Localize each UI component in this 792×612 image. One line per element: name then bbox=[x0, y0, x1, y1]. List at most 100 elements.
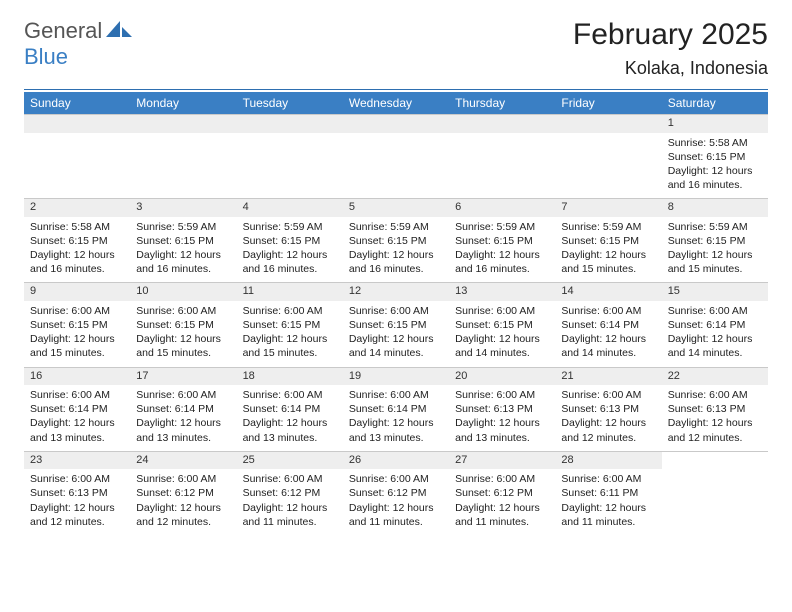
sunset-text: Sunset: 6:13 PM bbox=[561, 402, 655, 416]
day-info-cell: Sunrise: 6:00 AMSunset: 6:12 PMDaylight:… bbox=[343, 469, 449, 535]
day-number-cell: 1 bbox=[662, 115, 768, 133]
sunrise-text: Sunrise: 5:59 AM bbox=[668, 220, 762, 234]
day-info-cell: Sunrise: 6:00 AMSunset: 6:15 PMDaylight:… bbox=[24, 301, 130, 367]
day-number-cell: 21 bbox=[555, 367, 661, 385]
sunset-text: Sunset: 6:15 PM bbox=[243, 234, 337, 248]
sunset-text: Sunset: 6:14 PM bbox=[561, 318, 655, 332]
day-info-cell: Sunrise: 6:00 AMSunset: 6:14 PMDaylight:… bbox=[130, 385, 236, 451]
daylight-text: Daylight: 12 hours and 13 minutes. bbox=[243, 416, 337, 444]
sunrise-text: Sunrise: 5:59 AM bbox=[136, 220, 230, 234]
day-info-cell: Sunrise: 5:59 AMSunset: 6:15 PMDaylight:… bbox=[343, 217, 449, 283]
day-info-cell: Sunrise: 5:59 AMSunset: 6:15 PMDaylight:… bbox=[449, 217, 555, 283]
day-number-cell: 20 bbox=[449, 367, 555, 385]
sunset-text: Sunset: 6:12 PM bbox=[243, 486, 337, 500]
sunset-text: Sunset: 6:15 PM bbox=[349, 318, 443, 332]
daylight-text: Daylight: 12 hours and 14 minutes. bbox=[455, 332, 549, 360]
daynum-row: 1 bbox=[24, 115, 768, 133]
day-number-cell bbox=[24, 115, 130, 133]
day-number-cell: 14 bbox=[555, 283, 661, 301]
day-number-cell: 16 bbox=[24, 367, 130, 385]
day-info-cell bbox=[662, 469, 768, 535]
sunrise-text: Sunrise: 5:59 AM bbox=[455, 220, 549, 234]
daylight-text: Daylight: 12 hours and 11 minutes. bbox=[243, 501, 337, 529]
daylight-text: Daylight: 12 hours and 15 minutes. bbox=[30, 332, 124, 360]
daylight-text: Daylight: 12 hours and 11 minutes. bbox=[349, 501, 443, 529]
sunset-text: Sunset: 6:12 PM bbox=[455, 486, 549, 500]
sunrise-text: Sunrise: 6:00 AM bbox=[30, 304, 124, 318]
sunrise-text: Sunrise: 5:58 AM bbox=[668, 136, 762, 150]
sunrise-text: Sunrise: 6:00 AM bbox=[30, 472, 124, 486]
day-info-cell bbox=[343, 133, 449, 199]
daylight-text: Daylight: 12 hours and 16 minutes. bbox=[349, 248, 443, 276]
sunrise-text: Sunrise: 6:00 AM bbox=[455, 304, 549, 318]
logo-text-blue: Blue bbox=[24, 44, 68, 69]
info-row: Sunrise: 6:00 AMSunset: 6:15 PMDaylight:… bbox=[24, 301, 768, 367]
daylight-text: Daylight: 12 hours and 12 minutes. bbox=[136, 501, 230, 529]
day-number-cell: 7 bbox=[555, 199, 661, 217]
day-number-cell: 8 bbox=[662, 199, 768, 217]
calendar-table: Sunday Monday Tuesday Wednesday Thursday… bbox=[24, 92, 768, 535]
daylight-text: Daylight: 12 hours and 16 minutes. bbox=[30, 248, 124, 276]
day-number-cell: 5 bbox=[343, 199, 449, 217]
day-info-cell: Sunrise: 5:58 AMSunset: 6:15 PMDaylight:… bbox=[662, 133, 768, 199]
day-number-cell: 3 bbox=[130, 199, 236, 217]
daynum-row: 16171819202122 bbox=[24, 367, 768, 385]
daylight-text: Daylight: 12 hours and 12 minutes. bbox=[561, 416, 655, 444]
day-info-cell: Sunrise: 6:00 AMSunset: 6:13 PMDaylight:… bbox=[662, 385, 768, 451]
sunrise-text: Sunrise: 6:00 AM bbox=[349, 304, 443, 318]
day-number-cell: 28 bbox=[555, 451, 661, 469]
sunset-text: Sunset: 6:14 PM bbox=[668, 318, 762, 332]
day-info-cell: Sunrise: 5:59 AMSunset: 6:15 PMDaylight:… bbox=[237, 217, 343, 283]
day-info-cell: Sunrise: 6:00 AMSunset: 6:15 PMDaylight:… bbox=[449, 301, 555, 367]
sunrise-text: Sunrise: 6:00 AM bbox=[668, 388, 762, 402]
info-row: Sunrise: 5:58 AMSunset: 6:15 PMDaylight:… bbox=[24, 217, 768, 283]
sunset-text: Sunset: 6:15 PM bbox=[455, 318, 549, 332]
sunrise-text: Sunrise: 6:00 AM bbox=[561, 304, 655, 318]
logo: General bbox=[24, 18, 134, 44]
day-number-cell bbox=[662, 451, 768, 469]
weekday-saturday: Saturday bbox=[662, 92, 768, 115]
sunset-text: Sunset: 6:15 PM bbox=[668, 150, 762, 164]
daylight-text: Daylight: 12 hours and 15 minutes. bbox=[561, 248, 655, 276]
daylight-text: Daylight: 12 hours and 16 minutes. bbox=[455, 248, 549, 276]
sunrise-text: Sunrise: 5:59 AM bbox=[561, 220, 655, 234]
sunrise-text: Sunrise: 6:00 AM bbox=[243, 304, 337, 318]
location-label: Kolaka, Indonesia bbox=[573, 58, 768, 79]
daynum-row: 9101112131415 bbox=[24, 283, 768, 301]
sunset-text: Sunset: 6:13 PM bbox=[668, 402, 762, 416]
day-number-cell: 4 bbox=[237, 199, 343, 217]
sunrise-text: Sunrise: 6:00 AM bbox=[455, 388, 549, 402]
info-row: Sunrise: 6:00 AMSunset: 6:14 PMDaylight:… bbox=[24, 385, 768, 451]
day-info-cell bbox=[449, 133, 555, 199]
day-number-cell: 17 bbox=[130, 367, 236, 385]
sunset-text: Sunset: 6:15 PM bbox=[243, 318, 337, 332]
day-number-cell: 13 bbox=[449, 283, 555, 301]
day-number-cell: 10 bbox=[130, 283, 236, 301]
weekday-friday: Friday bbox=[555, 92, 661, 115]
day-info-cell bbox=[130, 133, 236, 199]
day-info-cell: Sunrise: 6:00 AMSunset: 6:12 PMDaylight:… bbox=[237, 469, 343, 535]
daylight-text: Daylight: 12 hours and 13 minutes. bbox=[30, 416, 124, 444]
sunrise-text: Sunrise: 5:59 AM bbox=[349, 220, 443, 234]
day-number-cell: 25 bbox=[237, 451, 343, 469]
sunrise-text: Sunrise: 6:00 AM bbox=[243, 388, 337, 402]
day-info-cell: Sunrise: 6:00 AMSunset: 6:14 PMDaylight:… bbox=[24, 385, 130, 451]
day-info-cell bbox=[555, 133, 661, 199]
day-info-cell: Sunrise: 6:00 AMSunset: 6:15 PMDaylight:… bbox=[343, 301, 449, 367]
daylight-text: Daylight: 12 hours and 11 minutes. bbox=[561, 501, 655, 529]
day-info-cell: Sunrise: 6:00 AMSunset: 6:14 PMDaylight:… bbox=[343, 385, 449, 451]
day-info-cell: Sunrise: 6:00 AMSunset: 6:12 PMDaylight:… bbox=[130, 469, 236, 535]
day-info-cell: Sunrise: 6:00 AMSunset: 6:13 PMDaylight:… bbox=[449, 385, 555, 451]
sunrise-text: Sunrise: 6:00 AM bbox=[243, 472, 337, 486]
sunset-text: Sunset: 6:15 PM bbox=[30, 318, 124, 332]
sunset-text: Sunset: 6:12 PM bbox=[136, 486, 230, 500]
calendar-body: 1Sunrise: 5:58 AMSunset: 6:15 PMDaylight… bbox=[24, 115, 768, 535]
day-number-cell: 23 bbox=[24, 451, 130, 469]
day-info-cell: Sunrise: 6:00 AMSunset: 6:14 PMDaylight:… bbox=[237, 385, 343, 451]
sunrise-text: Sunrise: 6:00 AM bbox=[349, 472, 443, 486]
sunset-text: Sunset: 6:15 PM bbox=[349, 234, 443, 248]
sunset-text: Sunset: 6:14 PM bbox=[243, 402, 337, 416]
sunrise-text: Sunrise: 6:00 AM bbox=[561, 388, 655, 402]
sunrise-text: Sunrise: 6:00 AM bbox=[136, 388, 230, 402]
daylight-text: Daylight: 12 hours and 15 minutes. bbox=[668, 248, 762, 276]
